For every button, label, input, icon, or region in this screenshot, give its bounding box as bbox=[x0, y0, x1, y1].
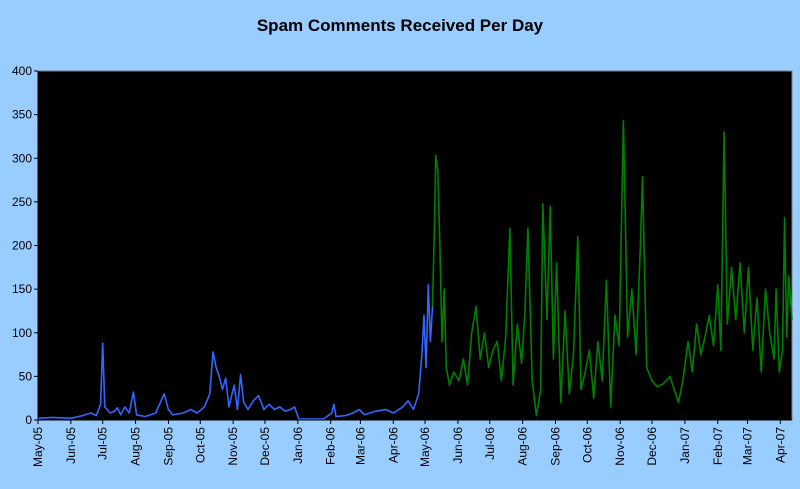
x-tick-label: Oct-05 bbox=[193, 427, 207, 463]
x-tick-label: Aug-06 bbox=[516, 427, 530, 466]
x-tick-label: Aug-05 bbox=[129, 427, 143, 466]
plot-area bbox=[37, 70, 793, 421]
x-tick-label: Jan-06 bbox=[291, 427, 305, 464]
y-tick-label: 150 bbox=[12, 282, 32, 296]
x-tick-label: Dec-05 bbox=[258, 427, 272, 466]
x-tick-label: Mar-07 bbox=[741, 427, 755, 465]
y-tick-label: 250 bbox=[12, 195, 32, 209]
series-layer bbox=[37, 119, 793, 420]
x-tick-label: May-05 bbox=[31, 427, 45, 467]
y-tick-label: 0 bbox=[25, 413, 32, 427]
axis-layer: 0 50 100 150 200 250 300 350 400 May-05 Jun-05 Jul-… bbox=[12, 64, 792, 467]
x-tick-label: Nov-05 bbox=[226, 427, 240, 466]
y-tick-label: 300 bbox=[12, 151, 32, 165]
x-tick-label: Apr-07 bbox=[773, 427, 787, 463]
series-line-2 bbox=[431, 119, 793, 417]
y-tick-label: 400 bbox=[12, 64, 32, 78]
x-tick-label: Apr-06 bbox=[386, 427, 400, 463]
x-tick-label: Sep-05 bbox=[161, 427, 175, 466]
x-tick-label: May-06 bbox=[418, 427, 432, 467]
y-tick-label: 200 bbox=[12, 239, 32, 253]
x-tick-label: Feb-06 bbox=[324, 427, 338, 465]
chart-title: Spam Comments Received Per Day bbox=[256, 16, 544, 35]
x-tick-label: Jul-05 bbox=[96, 427, 110, 460]
x-tick-label: Jun-06 bbox=[451, 427, 465, 464]
x-tick-label: Jun-05 bbox=[64, 427, 78, 464]
x-tick-label: Mar-06 bbox=[353, 427, 367, 465]
x-tick-label: Nov-06 bbox=[613, 427, 627, 466]
y-tick-label: 50 bbox=[19, 369, 33, 383]
y-tick-label: 350 bbox=[12, 108, 32, 122]
y-tick-label: 100 bbox=[12, 326, 32, 340]
x-tick-label: Sep-06 bbox=[549, 427, 563, 466]
x-tick-label: Dec-06 bbox=[645, 427, 659, 466]
x-tick-label: Jan-07 bbox=[678, 427, 692, 464]
series-line-1 bbox=[37, 284, 434, 420]
x-tick-label: Feb-07 bbox=[711, 427, 725, 465]
x-tick-label: Oct-06 bbox=[580, 427, 594, 463]
x-tick-label: Jul-06 bbox=[483, 427, 497, 460]
